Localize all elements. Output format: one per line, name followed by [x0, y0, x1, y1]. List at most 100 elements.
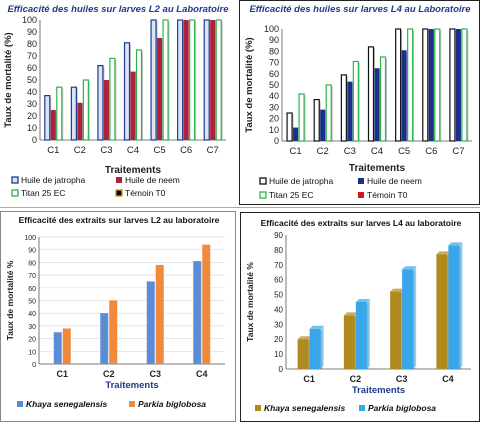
bar — [434, 28, 441, 142]
bar — [82, 79, 89, 141]
bar-top — [343, 312, 358, 316]
bar — [407, 28, 414, 142]
bar — [189, 19, 196, 141]
bar — [374, 68, 380, 141]
chart-svg: Efficacité des huiles sur larves L4 au L… — [244, 4, 472, 200]
y-tick-label: 20 — [27, 111, 37, 121]
x-tick-label: C4 — [127, 145, 139, 156]
legend-label: Huile de jatropha — [269, 176, 334, 186]
bar — [352, 60, 359, 142]
x-tick-label: C2 — [103, 369, 115, 379]
bar — [146, 281, 155, 364]
legend-swatch — [358, 192, 364, 198]
y-tick-label: 60 — [27, 63, 37, 73]
bar — [215, 19, 222, 141]
y-tick-label: 90 — [269, 35, 279, 45]
y-tick-label: 40 — [28, 311, 36, 318]
legend-label: Parkia biglobosa — [138, 399, 206, 409]
x-tick-label: C4 — [196, 369, 208, 379]
chart-panel-oils-l2: Efficacité des huiles sur larves L2 au L… — [0, 0, 236, 205]
y-tick-label: 50 — [27, 75, 37, 85]
bar — [56, 86, 63, 141]
y-axis-label: Taux de mortalité % — [245, 262, 255, 342]
legend-label: Titan 25 EC — [21, 188, 66, 198]
legend-label: Huile de jatropha — [21, 175, 86, 185]
legend-swatch — [11, 189, 19, 197]
x-tick-label: C1 — [47, 145, 59, 156]
bar-top — [390, 288, 405, 292]
legend-swatch — [115, 189, 123, 197]
bar — [62, 328, 71, 364]
x-axis-label: Traitements — [352, 385, 405, 396]
bar — [293, 127, 299, 141]
bar — [455, 29, 461, 141]
y-tick-label: 60 — [28, 286, 36, 293]
bar — [320, 109, 326, 141]
x-tick-label: C6 — [425, 146, 437, 157]
x-axis-label: Traitements — [105, 165, 162, 176]
bar — [461, 28, 468, 142]
bar — [77, 102, 83, 140]
x-tick-label: C7 — [207, 145, 219, 156]
bar — [177, 19, 184, 141]
y-tick-label: 0 — [274, 136, 279, 146]
bar — [155, 264, 164, 364]
x-tick-label: C1 — [303, 374, 315, 384]
legend-label: Titan 25 EC — [269, 190, 314, 200]
bar — [162, 19, 169, 141]
x-tick-label: C3 — [396, 374, 408, 384]
y-tick-label: 80 — [28, 260, 36, 267]
chart-panel-oils-l4: Efficacité des huiles sur larves L4 au L… — [239, 0, 480, 205]
bar — [395, 28, 402, 142]
bar — [340, 74, 347, 142]
y-tick-label: 10 — [27, 123, 37, 133]
chart-title: Efficacité des huiles sur larves L4 au L… — [249, 4, 471, 15]
bar — [183, 20, 189, 140]
bar-side — [366, 299, 370, 369]
x-tick-label: C5 — [398, 146, 410, 157]
y-tick-label: 30 — [27, 99, 37, 109]
bar — [355, 302, 367, 369]
legend-swatch — [259, 177, 267, 185]
bar-side — [413, 266, 417, 369]
legend-swatch — [11, 176, 19, 184]
y-tick-label: 70 — [274, 261, 283, 270]
x-tick-label: C2 — [350, 374, 362, 384]
x-axis-label: Traitements — [349, 163, 406, 174]
x-tick-label: C1 — [289, 146, 301, 157]
bar — [50, 110, 56, 140]
legend-swatch — [255, 405, 261, 411]
bar — [123, 42, 131, 141]
y-tick-label: 10 — [28, 349, 36, 356]
y-tick-label: 50 — [269, 80, 279, 90]
bar — [193, 261, 202, 364]
bar — [448, 245, 460, 369]
bar — [157, 38, 163, 140]
y-tick-label: 90 — [28, 248, 36, 255]
x-tick-label: C6 — [180, 145, 192, 156]
bar — [347, 81, 353, 141]
x-tick-label: C4 — [442, 374, 454, 384]
bar — [130, 71, 136, 140]
bar — [367, 46, 375, 142]
y-tick-label: 40 — [269, 91, 279, 101]
y-tick-label: 20 — [274, 335, 283, 344]
x-tick-label: C1 — [56, 369, 68, 379]
bar — [422, 28, 429, 142]
bar — [100, 313, 109, 364]
x-tick-label: C2 — [74, 145, 86, 156]
bar-top — [402, 266, 417, 270]
y-axis-label: Taux de mortalité (%) — [3, 32, 14, 127]
chart-svg: Efficacité des extraits sur larves L2 au… — [5, 215, 225, 409]
y-tick-label: 30 — [269, 102, 279, 112]
y-tick-label: 80 — [269, 46, 279, 56]
bar — [286, 112, 293, 142]
y-tick-label: 20 — [28, 337, 36, 344]
bar — [109, 57, 116, 141]
y-tick-label: 100 — [264, 24, 279, 34]
bar — [449, 28, 456, 142]
bar-top — [297, 336, 312, 340]
y-tick-label: 10 — [274, 350, 283, 359]
bar — [109, 300, 118, 364]
y-tick-label: 50 — [274, 291, 283, 300]
